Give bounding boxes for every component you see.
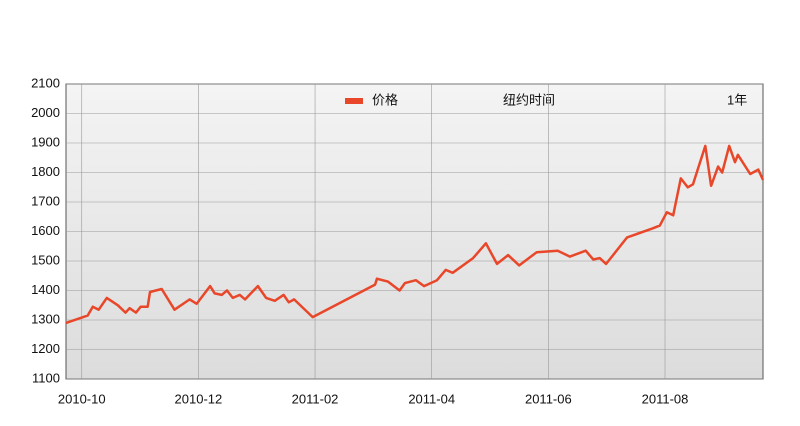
- y-tick-label: 1200: [31, 341, 60, 356]
- x-tick-label: 2010-12: [175, 391, 223, 406]
- x-tick-label: 2011-08: [642, 391, 689, 406]
- y-tick-label: 1500: [31, 252, 60, 267]
- y-tick-label: 1600: [31, 223, 60, 238]
- legend-label: 价格: [372, 92, 398, 107]
- y-tick-label: 1400: [31, 282, 60, 297]
- y-tick-label: 1100: [32, 370, 60, 385]
- y-tick-label: 1900: [31, 134, 60, 149]
- y-tick-label: 2100: [31, 75, 60, 90]
- x-tick-label: 2011-06: [525, 391, 572, 406]
- annotation: 纽约时间: [503, 92, 555, 107]
- x-tick-label: 2011-02: [292, 391, 339, 406]
- y-tick-label: 2000: [31, 105, 60, 120]
- annotation: 1年: [727, 92, 747, 107]
- x-tick-label: 2011-04: [408, 391, 455, 406]
- y-tick-label: 1800: [31, 164, 60, 179]
- x-tick-label: 2010-10: [58, 391, 106, 406]
- legend-swatch: [345, 98, 363, 104]
- price-line: [65, 144, 765, 325]
- y-tick-label: 1700: [31, 193, 60, 208]
- y-tick-label: 1300: [31, 311, 60, 326]
